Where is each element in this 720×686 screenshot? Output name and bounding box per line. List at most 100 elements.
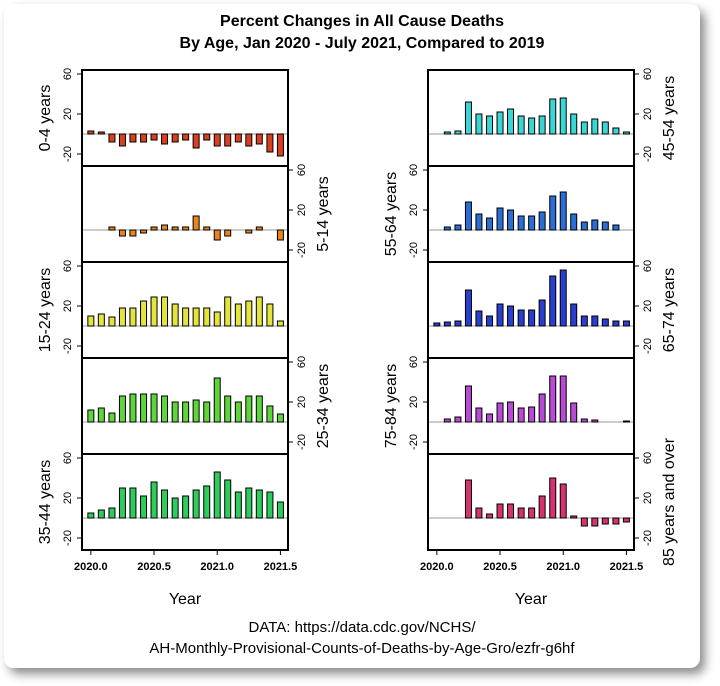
x-tick-label: 2020.5 [483, 561, 517, 573]
bar [570, 402, 578, 423]
y-tick-label: -20 [62, 146, 74, 162]
bar [496, 303, 504, 327]
bar [591, 118, 599, 135]
y-axis-label: 25-34 years [315, 364, 332, 449]
bar [507, 503, 515, 519]
bar [108, 507, 116, 519]
x-axis-label: Year [515, 591, 548, 608]
bar [454, 416, 462, 423]
bar [140, 495, 148, 519]
bar [570, 515, 578, 519]
y-tick-label: 20 [296, 396, 308, 408]
y-axis-label: 15-24 years [37, 268, 54, 353]
bar [591, 315, 599, 327]
y-tick-label: -20 [642, 146, 654, 162]
x-tick-label: 2020.5 [137, 561, 171, 573]
bar [118, 487, 126, 519]
bar [87, 130, 95, 135]
bar [507, 401, 515, 423]
y-axis-label: 85 years and over [661, 437, 678, 566]
bar [192, 133, 200, 149]
bar [255, 296, 263, 327]
bar [161, 395, 169, 423]
bar [559, 483, 567, 519]
bar [234, 401, 242, 423]
bar [161, 224, 169, 231]
y-axis-label: 65-74 years [661, 268, 678, 353]
bar [464, 101, 472, 135]
bar [266, 133, 274, 153]
source: DATA: https://data.cdc.gov/NCHS/ [248, 619, 476, 636]
y-tick-label: -20 [642, 530, 654, 546]
bar [549, 477, 557, 519]
bar [245, 300, 253, 327]
source: AH-Monthly-Provisional-Counts-of-Deaths-… [149, 640, 575, 657]
y-axis-label: 0-4 years [37, 85, 54, 152]
bar [538, 115, 546, 135]
bar [538, 211, 546, 231]
card [4, 4, 700, 668]
bar [171, 303, 179, 327]
bar [192, 215, 200, 231]
bar [118, 133, 126, 147]
bar [118, 395, 126, 423]
bar [161, 489, 169, 519]
y-tick-label: 20 [62, 300, 74, 312]
bar [507, 209, 515, 231]
bar [129, 487, 137, 519]
y-tick-label: 60 [62, 452, 74, 464]
bar [108, 412, 116, 423]
bar [549, 275, 557, 327]
bar [118, 229, 126, 237]
bar [192, 307, 200, 327]
bar [591, 219, 599, 231]
bar [464, 479, 472, 519]
y-tick-label: 60 [642, 452, 654, 464]
bar [276, 133, 284, 157]
bar [443, 321, 451, 327]
bar [108, 133, 116, 143]
bar [182, 495, 190, 519]
x-tick-label: 2020.0 [420, 561, 454, 573]
bar [97, 313, 105, 327]
bar [454, 224, 462, 231]
bar [234, 491, 242, 519]
bar [496, 207, 504, 231]
bar [570, 113, 578, 135]
bar [213, 377, 221, 423]
bar [464, 385, 472, 423]
bar [266, 303, 274, 327]
bar [161, 296, 169, 327]
bar [140, 133, 148, 143]
bar [87, 409, 95, 423]
bar [601, 517, 609, 525]
bar [87, 512, 95, 519]
bar [171, 226, 179, 231]
bar [464, 201, 472, 231]
x-axis-label: Year [169, 591, 202, 608]
y-axis-label: 75-84 years [383, 364, 400, 449]
y-tick-label: -20 [296, 242, 308, 258]
y-tick-label: 20 [642, 492, 654, 504]
y-tick-label: 20 [296, 204, 308, 216]
bar [150, 226, 158, 231]
bar [475, 310, 483, 327]
chart-title: Percent Changes in All Cause Deaths [220, 13, 504, 30]
y-tick-label: -20 [62, 338, 74, 354]
bar [245, 133, 253, 147]
bar [538, 299, 546, 327]
bar [528, 117, 536, 135]
bar [486, 115, 494, 135]
bar [255, 395, 263, 423]
bar [255, 489, 263, 519]
bar [203, 226, 211, 231]
y-tick-label: 60 [642, 260, 654, 272]
bar [213, 133, 221, 147]
bar [108, 316, 116, 327]
bar [486, 413, 494, 423]
bar [182, 307, 190, 327]
bar [87, 315, 95, 327]
bar [538, 495, 546, 519]
bar [580, 121, 588, 135]
bar [475, 407, 483, 423]
